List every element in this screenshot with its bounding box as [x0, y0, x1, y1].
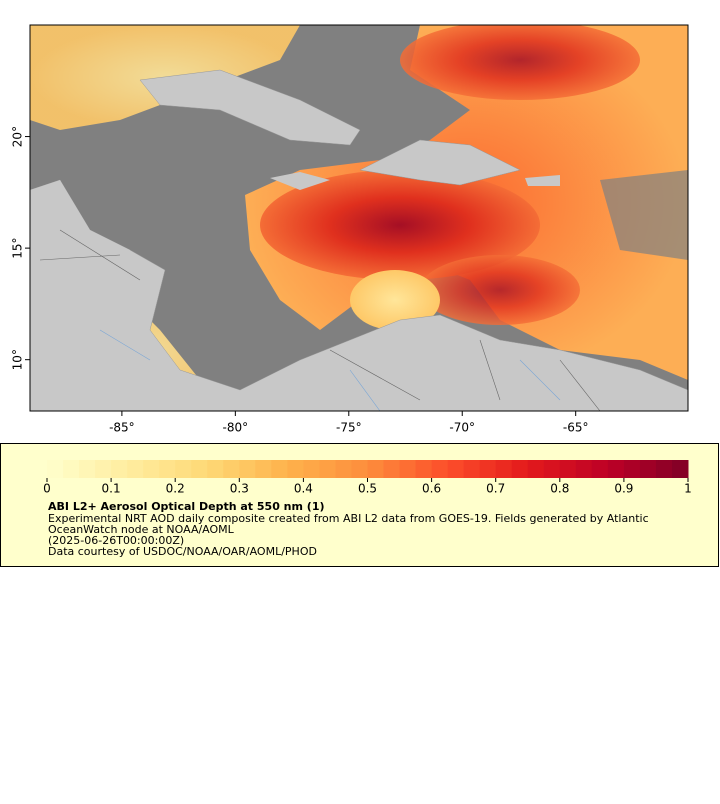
aerosol-plume — [400, 25, 640, 100]
colorbar-tick-label: 0.8 — [550, 482, 569, 496]
colorbar-cell — [559, 460, 577, 478]
colorbar-cell — [367, 460, 385, 478]
river — [99, 329, 561, 411]
land — [270, 172, 330, 190]
colorbar-cell — [607, 460, 625, 478]
colorbar-tick-label: 0.7 — [486, 482, 505, 496]
colorbar-cell — [319, 460, 336, 478]
colorbar-cell — [591, 460, 609, 478]
colorbar-tick-label: 0.5 — [358, 482, 377, 496]
colorbar-cell — [447, 460, 465, 478]
land — [30, 180, 130, 300]
colorbar-tick-label: 0.2 — [166, 482, 185, 496]
colorbar: 0 0.1 0.2 0.3 0.4 0.5 0.6 0.7 0.8 0.9 1 — [43, 460, 692, 496]
land — [359, 139, 521, 186]
x-tick-label: -80° — [223, 421, 249, 435]
map-frame — [29, 24, 689, 412]
legend-text: Data courtesy of USDOC/NOAA/OAR/AOML/PHO… — [48, 545, 317, 558]
colorbar-cell — [63, 460, 80, 478]
legend-text: (2025-06-26T00:00:00Z) — [48, 534, 184, 547]
colorbar-cell — [383, 460, 401, 478]
colorbar-cell — [111, 460, 128, 478]
colorbar-cell — [303, 460, 320, 478]
legend-text: OceanWatch node at NOAA/AOML — [48, 523, 235, 536]
aerosol-plume — [260, 170, 540, 280]
colorbar-cell — [223, 460, 240, 478]
colorbar-cell — [287, 460, 304, 478]
colorbar-cell — [79, 460, 96, 478]
no-data-area — [600, 170, 688, 260]
colorbar-cell — [511, 460, 529, 478]
colorbar-cell — [175, 460, 192, 478]
colorbar-cell — [575, 460, 593, 478]
colorbar-tick-label: 0 — [43, 482, 51, 496]
colorbar-tick-label: 0.9 — [614, 482, 633, 496]
colorbar-cell — [399, 460, 417, 478]
y-tick-label: 10° — [11, 349, 25, 370]
colorbar-cell — [527, 460, 545, 478]
colorbar-cell — [495, 460, 513, 478]
colorbar-cell — [431, 460, 449, 478]
x-tick-label: -70° — [449, 421, 475, 435]
colorbar-cell — [47, 460, 64, 478]
colorbar-cell — [655, 460, 673, 478]
colorbar-cell — [95, 460, 112, 478]
colorbar-cell — [255, 460, 272, 478]
colorbar-cell — [671, 460, 689, 478]
colorbar-tick-label: 0.4 — [294, 482, 313, 496]
border — [39, 229, 601, 411]
colorbar-tick-label: 0.3 — [230, 482, 249, 496]
aerosol-low — [350, 270, 440, 330]
colorbar-cell — [191, 460, 208, 478]
legend-title: ABI L2+ Aerosol Optical Depth at 550 nm … — [48, 500, 325, 513]
x-tick-label: -75° — [336, 421, 362, 435]
colorbar-cell — [639, 460, 657, 478]
colorbar-cell — [143, 460, 160, 478]
colorbar-cell — [239, 460, 256, 478]
x-tick-label: -65° — [563, 421, 589, 435]
colorbar-tick-label: 0.1 — [102, 482, 121, 496]
colorbar-cell — [479, 460, 497, 478]
y-tick-label: 15° — [11, 237, 25, 258]
colorbar-tick-label: 0.6 — [422, 482, 441, 496]
land — [139, 69, 361, 146]
colorbar-cell — [351, 460, 368, 478]
land — [525, 175, 560, 186]
colorbar-cell — [207, 460, 224, 478]
aerosol-plume — [420, 255, 580, 325]
colorbar-cell — [543, 460, 561, 478]
colorbar-cell — [271, 460, 288, 478]
colorbar-tick-label: 1 — [684, 482, 692, 496]
colorbar-cell — [463, 460, 481, 478]
colorbar-cell — [415, 460, 433, 478]
colorbar-cell — [623, 460, 641, 478]
colorbar-cell — [127, 460, 144, 478]
x-tick-label: -85° — [109, 421, 135, 435]
colorbar-cell — [159, 460, 176, 478]
map-field — [30, 25, 688, 411]
legend-text: Experimental NRT AOD daily composite cre… — [48, 512, 649, 525]
y-tick-label: 20° — [11, 126, 25, 147]
colorbar-cell — [335, 460, 352, 478]
